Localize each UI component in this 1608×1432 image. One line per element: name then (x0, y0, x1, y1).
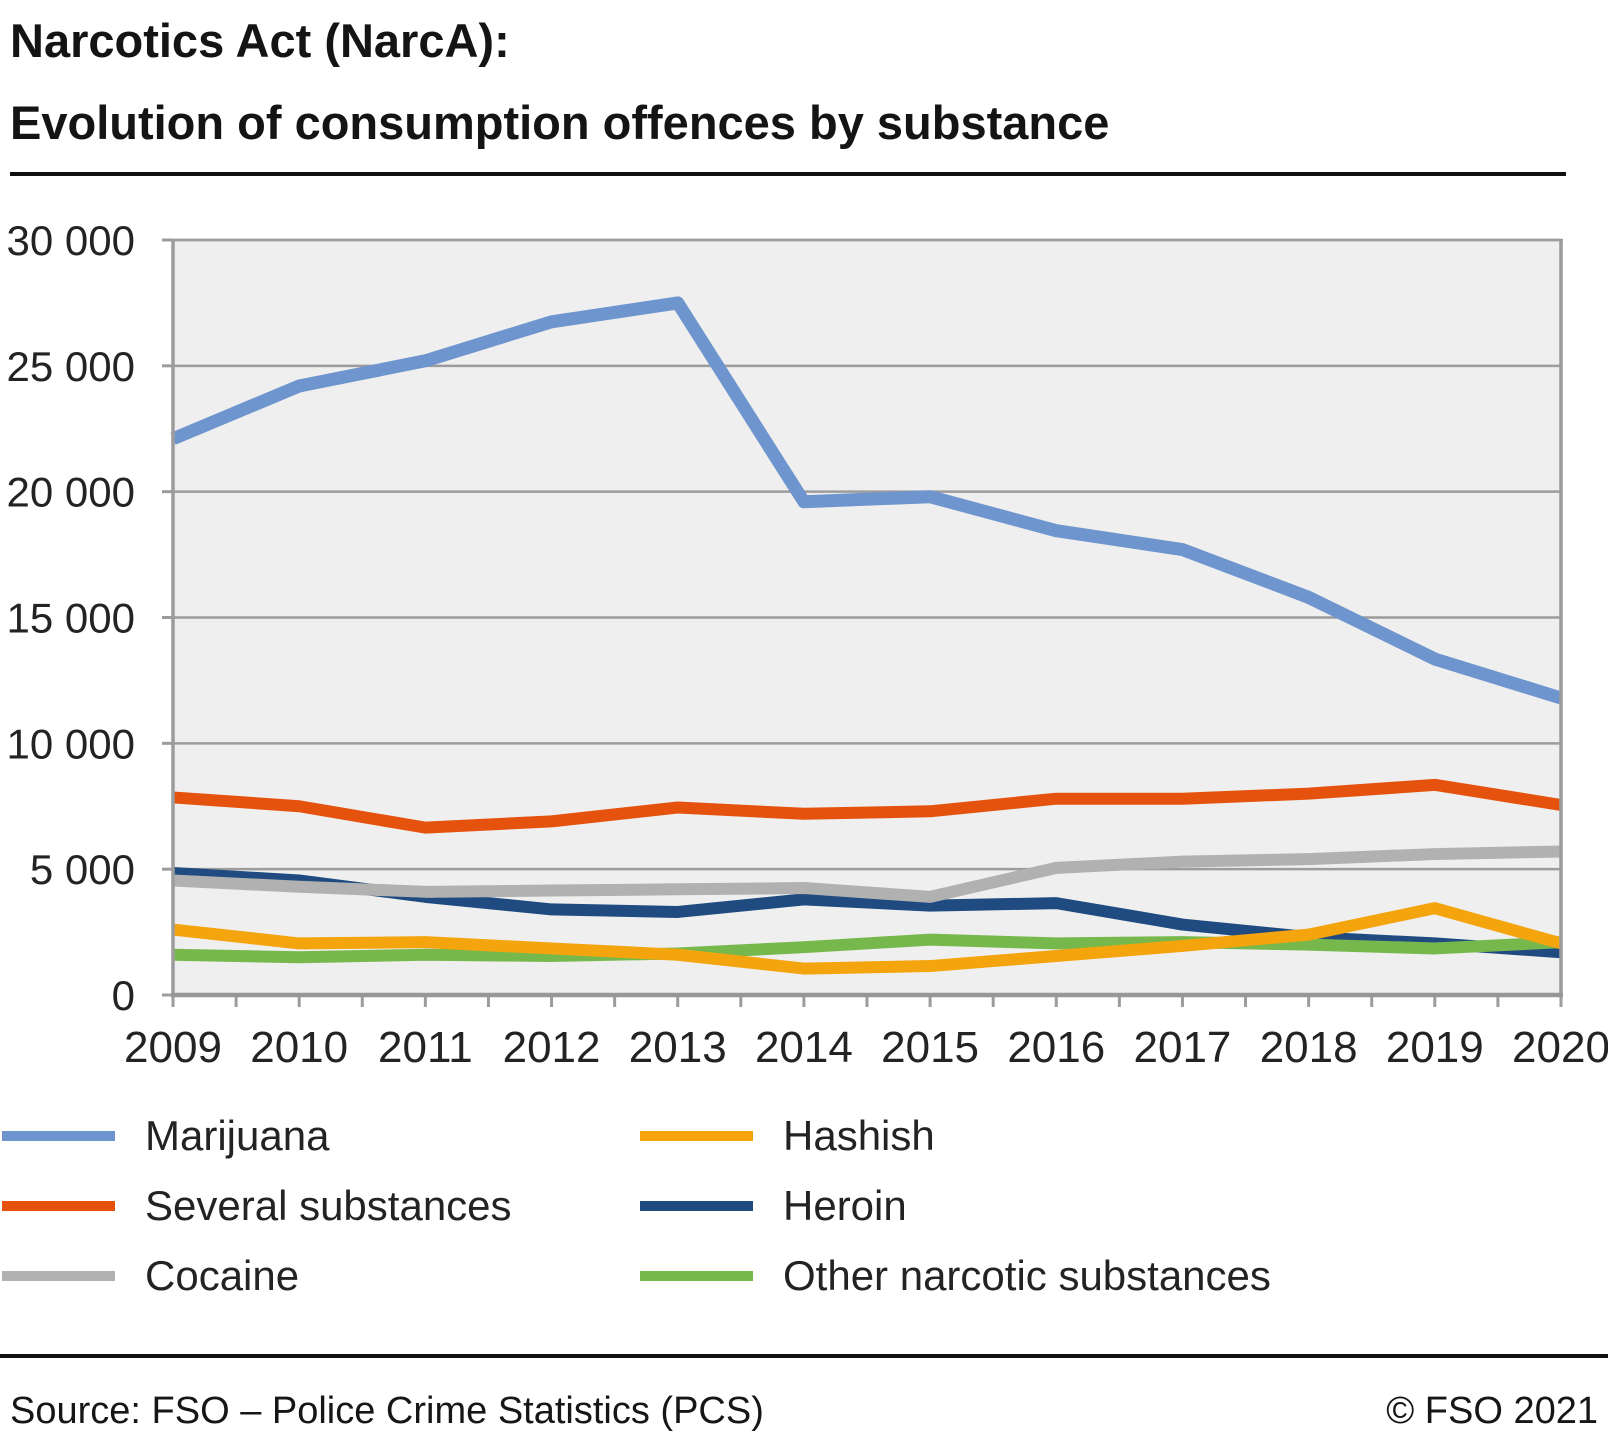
legend-item-marijuana: Marijuana (2, 1101, 640, 1171)
legend-label: Heroin (783, 1182, 907, 1229)
x-axis-label: 2015 (881, 1023, 979, 1072)
legend-item-heroin: Heroin (640, 1171, 1271, 1241)
x-axis-label: 2019 (1386, 1023, 1484, 1072)
x-axis-label: 2016 (1007, 1023, 1105, 1072)
chart-title-line-1: Narcotics Act (NarcA): (10, 14, 510, 67)
legend-swatch-marijuana (2, 1131, 115, 1141)
legend-swatch-several-substances (2, 1201, 115, 1211)
x-axis-label: 2012 (503, 1023, 601, 1072)
legend-label: Several substances (145, 1182, 512, 1229)
y-axis-label: 10 000 (7, 720, 135, 767)
legend-swatch-hashish (640, 1131, 753, 1141)
y-axis-label: 0 (112, 972, 135, 1019)
y-axis-label: 20 000 (7, 469, 135, 516)
title-divider (10, 172, 1566, 176)
legend-item-other-narcotic-substances: Other narcotic substances (640, 1241, 1271, 1311)
legend-label: Marijuana (145, 1112, 330, 1159)
x-axis-label: 2009 (124, 1023, 222, 1072)
legend-label: Cocaine (145, 1252, 300, 1299)
plot-border (171, 238, 1563, 998)
chart-title: Narcotics Act (NarcA): Evolution of cons… (10, 0, 1109, 164)
series-line-hashish (172, 902, 1563, 975)
legend-swatch-cocaine (2, 1271, 115, 1281)
footer-source: Source: FSO – Police Crime Statistics (P… (10, 1390, 764, 1432)
legend-label: Other narcotic substances (783, 1252, 1271, 1299)
x-axis-label: 2010 (250, 1023, 348, 1072)
x-axis-label: 2020 (1512, 1023, 1608, 1072)
series-line-several-substances (172, 778, 1562, 834)
y-axis-label: 15 000 (7, 595, 135, 642)
x-axis-label: 2013 (629, 1023, 727, 1072)
legend-label: Hashish (783, 1112, 935, 1159)
legend-swatch-heroin (640, 1201, 753, 1211)
y-axis-label: 5 000 (30, 846, 135, 893)
axis-tick-labels: 0 5 000 10 000 15 000 20 000 25 000 30 000 2009… (7, 217, 1608, 1072)
series-lines (170, 296, 1563, 975)
y-axis-label: 25 000 (7, 343, 135, 390)
footer-divider (0, 1354, 1608, 1358)
footer-copyright: © FSO 2021 (1386, 1390, 1598, 1432)
x-axis-label: 2017 (1134, 1023, 1232, 1072)
legend-item-cocaine: Cocaine (2, 1241, 640, 1311)
chart-title-line-2: Evolution of consumption offences by sub… (10, 96, 1110, 149)
legend-item-hashish: Hashish (640, 1101, 1271, 1171)
x-axis-label: 2018 (1260, 1023, 1358, 1072)
chart-legend: Marijuana Several substances Cocaine Hashis… (2, 1101, 1271, 1311)
series-line-cocaine (172, 845, 1562, 903)
x-axis-label: 2014 (755, 1023, 853, 1072)
series-line-other-narcotic-substances (172, 933, 1562, 964)
series-line-marijuana (170, 296, 1563, 705)
legend-swatch-other-narcotic-substances (640, 1271, 753, 1281)
x-axis-label: 2011 (378, 1023, 473, 1072)
y-axis-label: 30 000 (7, 217, 135, 264)
legend-item-several-substances: Several substances (2, 1171, 640, 1241)
